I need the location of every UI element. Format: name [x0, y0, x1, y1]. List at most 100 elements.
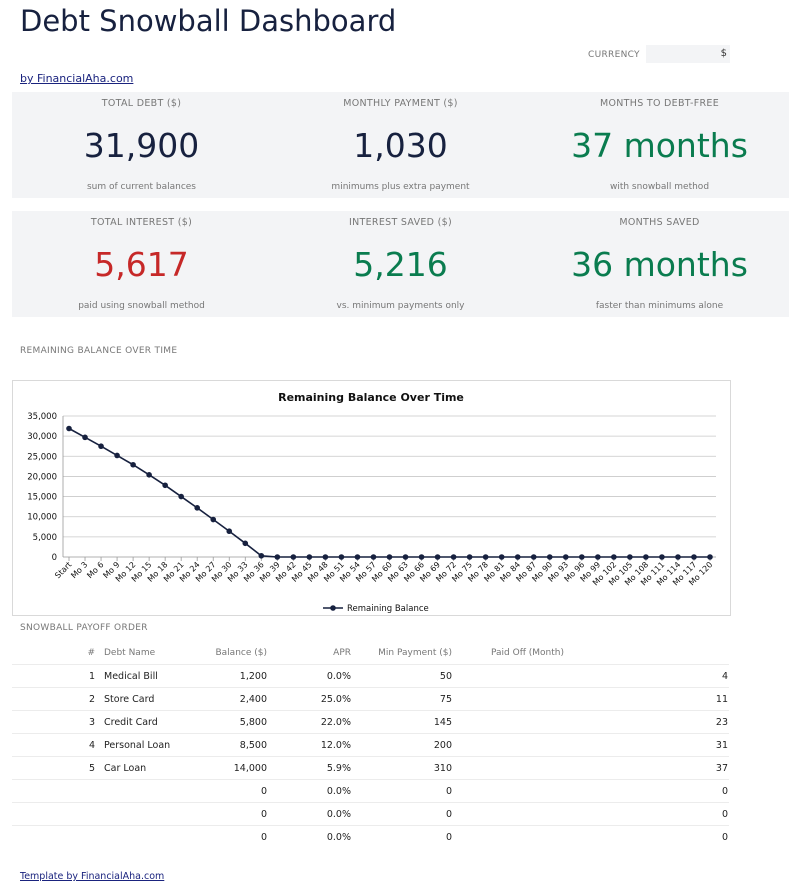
- cell-name: Personal Loan: [96, 733, 192, 757]
- kpi-value: 36 months: [571, 245, 748, 284]
- kpi-label: TOTAL DEBT ($): [101, 98, 182, 109]
- kpi-months-to-debt-free: MONTHS TO DEBT-FREE 37 months with snowb…: [530, 92, 789, 198]
- data-point: [402, 554, 409, 560]
- data-point: [130, 461, 136, 468]
- data-point: [434, 554, 441, 560]
- table-row: 3 Credit Card 5,800 22.0% 145 23: [12, 710, 729, 734]
- data-point: [66, 425, 72, 432]
- data-point: [258, 552, 265, 559]
- data-point: [611, 554, 617, 560]
- data-point: [306, 554, 313, 560]
- y-tick-label: 15,000: [27, 493, 57, 503]
- kpi-row-secondary: TOTAL INTEREST ($) 5,617 paid using snow…: [12, 211, 789, 317]
- data-point: [659, 554, 665, 560]
- cell-n: 4: [12, 733, 96, 757]
- chart-section-label: REMAINING BALANCE OVER TIME: [20, 346, 178, 356]
- cell-n: [12, 802, 96, 826]
- cell-apr: 0.0%: [268, 825, 352, 848]
- cell-n: 3: [12, 710, 96, 734]
- y-tick-label: 0: [52, 553, 57, 563]
- cell-paid: 4: [453, 664, 729, 688]
- table-row: 4 Personal Loan 8,500 12.0% 200 31: [12, 733, 729, 757]
- table-row: 0 0.0% 0 0: [12, 825, 729, 848]
- cell-balance: 0: [192, 779, 268, 803]
- data-point: [675, 554, 681, 560]
- cell-paid: 0: [453, 779, 729, 803]
- data-point: [530, 554, 537, 560]
- cell-min: 200: [352, 733, 453, 757]
- cell-min: 50: [352, 664, 453, 688]
- cell-n: 2: [12, 687, 96, 711]
- kpi-caption: paid using snowball method: [78, 301, 205, 311]
- y-tick-label: 25,000: [27, 452, 57, 462]
- data-point: [579, 554, 585, 560]
- data-point: [354, 554, 361, 560]
- data-point: [707, 554, 713, 560]
- kpi-value: 37 months: [571, 126, 748, 165]
- data-point: [498, 554, 505, 560]
- col-header-apr: APR: [333, 648, 351, 658]
- cell-n: 1: [12, 664, 96, 688]
- cell-paid: 23: [453, 710, 729, 734]
- data-point: [322, 554, 329, 560]
- table-row: 5 Car Loan 14,000 5.9% 310 37: [12, 756, 729, 780]
- cell-apr: 12.0%: [268, 733, 352, 757]
- x-tick-label: Start: [53, 560, 73, 580]
- legend-marker: [330, 605, 336, 611]
- col-header-balance: Balance ($): [215, 648, 267, 658]
- y-tick-label: 10,000: [27, 513, 57, 523]
- cell-n: [12, 825, 96, 848]
- cell-balance: 14,000: [192, 756, 268, 780]
- cell-min: 75: [352, 687, 453, 711]
- cell-apr: 0.0%: [268, 802, 352, 826]
- footer-link[interactable]: Template by FinancialAha.com: [20, 871, 165, 882]
- data-point: [514, 554, 521, 560]
- cell-name: Car Loan: [96, 756, 192, 780]
- data-point: [691, 554, 697, 560]
- kpi-label: MONTHLY PAYMENT ($): [343, 98, 458, 109]
- data-point: [466, 554, 473, 560]
- cell-name: [96, 825, 192, 848]
- data-point: [370, 554, 377, 560]
- data-point: [178, 493, 184, 500]
- balance-chart[interactable]: Remaining Balance Over Time 0 5,000 10,000…: [12, 380, 731, 616]
- cell-n: [12, 779, 96, 803]
- cell-n: 5: [12, 756, 96, 780]
- cell-min: 0: [352, 779, 453, 803]
- data-point: [114, 452, 120, 459]
- cell-balance: 8,500: [192, 733, 268, 757]
- y-tick-label: 20,000: [27, 472, 57, 482]
- cell-apr: 5.9%: [268, 756, 352, 780]
- y-tick-label: 35,000: [27, 412, 57, 422]
- kpi-total-debt: TOTAL DEBT ($) 31,900 sum of current bal…: [12, 92, 271, 198]
- cell-name: [96, 802, 192, 826]
- cell-min: 0: [352, 802, 453, 826]
- cell-balance: 1,200: [192, 664, 268, 688]
- chart-title: Remaining Balance Over Time: [278, 391, 464, 404]
- data-point: [226, 528, 233, 535]
- data-point: [274, 554, 281, 560]
- col-header-paid-off: Paid Off (Month): [491, 648, 564, 658]
- data-point: [338, 554, 345, 560]
- cell-balance: 0: [192, 825, 268, 848]
- data-point: [450, 554, 457, 560]
- currency-value[interactable]: $: [720, 48, 727, 59]
- data-point: [146, 472, 152, 478]
- table-row: 0 0.0% 0 0: [12, 802, 729, 826]
- byline-link[interactable]: by FinancialAha.com: [20, 72, 134, 85]
- data-point: [482, 554, 489, 560]
- data-point: [643, 554, 649, 560]
- cell-paid: 11: [453, 687, 729, 711]
- kpi-value: 5,617: [94, 245, 189, 284]
- col-header-min-payment: Min Payment ($): [378, 648, 452, 658]
- x-tick-label: Mo 3: [69, 560, 89, 580]
- col-header-index: #: [87, 648, 95, 658]
- kpi-caption: with snowball method: [609, 182, 710, 192]
- cell-min: 310: [352, 756, 453, 780]
- cell-paid: 37: [453, 756, 729, 780]
- currency-input[interactable]: $: [646, 45, 730, 63]
- cell-name: Medical Bill: [96, 664, 192, 688]
- data-point: [194, 505, 200, 511]
- data-point: [242, 540, 249, 547]
- kpi-caption: faster than minimums alone: [595, 301, 724, 311]
